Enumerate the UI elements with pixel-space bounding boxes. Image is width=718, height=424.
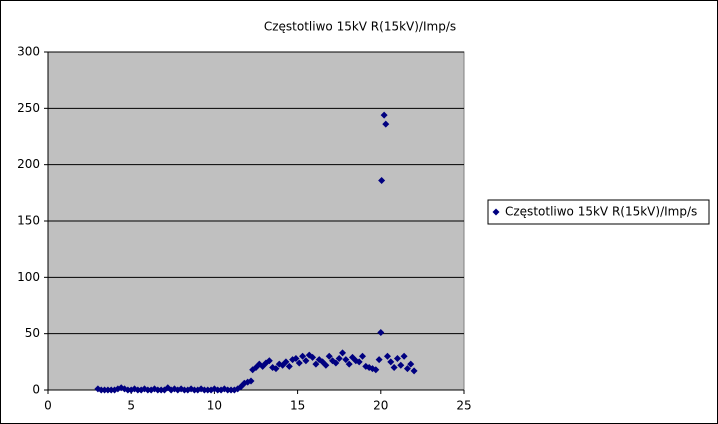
point: [345, 360, 353, 368]
y-tick-label: 100: [17, 270, 40, 284]
point: [322, 361, 330, 369]
y-tick-label: 150: [17, 214, 40, 228]
point: [247, 377, 255, 385]
point: [372, 366, 380, 374]
point: [393, 354, 401, 362]
chart-title: Częstotliwo 15kV R(15kV)/Imp/s: [264, 20, 456, 34]
x-tick-label: 0: [44, 399, 52, 413]
point: [285, 362, 293, 370]
point: [295, 359, 303, 367]
y-tick-label: 250: [17, 101, 40, 115]
point: [378, 176, 386, 184]
point: [272, 365, 280, 373]
point: [397, 361, 405, 369]
legend-box: [487, 199, 710, 225]
point: [309, 353, 317, 361]
legend: [487, 199, 710, 225]
legend-label: Częstotliwo 15kV R(15kV)/Imp/s: [505, 205, 697, 219]
legend-marker: [492, 208, 500, 216]
point: [377, 329, 385, 337]
y-tick-label: 50: [25, 326, 40, 340]
point: [410, 367, 418, 375]
point: [358, 352, 366, 360]
point: [292, 354, 300, 362]
point: [387, 358, 395, 366]
point: [407, 360, 415, 368]
x-tick-label: 15: [290, 399, 305, 413]
x-tick-label: 5: [127, 399, 135, 413]
point: [380, 111, 388, 119]
y-tick-label: 300: [17, 45, 40, 59]
x-tick-label: 20: [373, 399, 388, 413]
point: [265, 357, 273, 365]
x-tick-label: 25: [456, 399, 471, 413]
point: [302, 357, 310, 365]
point: [312, 360, 320, 368]
point: [332, 359, 340, 367]
point: [335, 354, 343, 362]
point: [342, 356, 350, 364]
point: [299, 352, 307, 360]
point: [339, 349, 347, 357]
point: [325, 352, 333, 360]
point: [400, 352, 408, 360]
point: [375, 356, 383, 364]
point: [382, 120, 390, 128]
point: [121, 385, 129, 393]
point: [355, 358, 363, 366]
point: [383, 352, 391, 360]
y-tick-label: 0: [32, 383, 40, 397]
x-tick-label: 10: [207, 399, 222, 413]
point: [403, 365, 411, 373]
point: [390, 363, 398, 371]
point: [282, 358, 290, 366]
y-tick-label: 200: [17, 157, 40, 171]
